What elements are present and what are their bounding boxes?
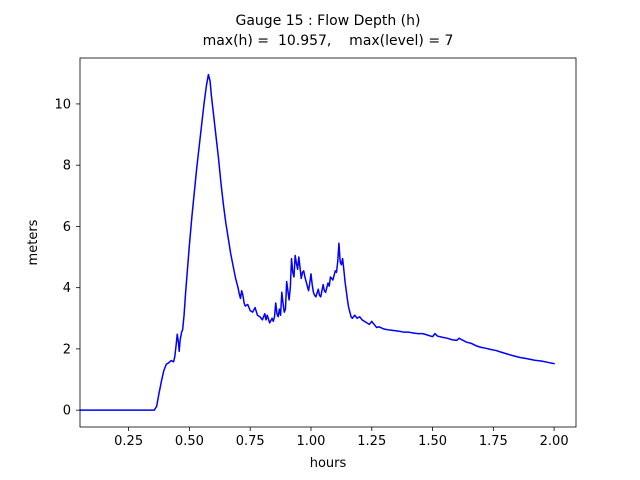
- x-tick-label: 1.50: [418, 434, 447, 449]
- x-tick-label: 0.50: [175, 434, 204, 449]
- y-tick-label: 8: [63, 159, 71, 174]
- y-tick-label: 6: [63, 220, 71, 235]
- x-tick-label: 1.25: [357, 434, 386, 449]
- chart-subtitle: max(h) = 10.957, max(level) = 7: [203, 33, 454, 49]
- y-axis-label: meters: [26, 219, 41, 265]
- x-tick-label: 1.75: [479, 434, 508, 449]
- axis-ticks: 0.25 0.50 0.75 1.00 1.25 1.50 1.75 2.00 0 2 4 6 8 10: [54, 97, 568, 449]
- chart-title: Gauge 15 : Flow Depth (h): [236, 13, 421, 29]
- y-tick-label: 10: [54, 97, 71, 112]
- y-tick-label: 4: [63, 281, 71, 296]
- x-axis-label: hours: [310, 456, 347, 471]
- x-tick-label: 0.75: [236, 434, 265, 449]
- plot-border: [79, 57, 577, 428]
- x-tick-label: 1.00: [297, 434, 326, 449]
- y-tick-label: 2: [63, 342, 71, 357]
- y-tick-label: 0: [63, 404, 71, 419]
- x-tick-label: 0.25: [114, 434, 143, 449]
- flow-depth-line: [79, 73, 555, 411]
- x-tick-label: 2.00: [540, 434, 569, 449]
